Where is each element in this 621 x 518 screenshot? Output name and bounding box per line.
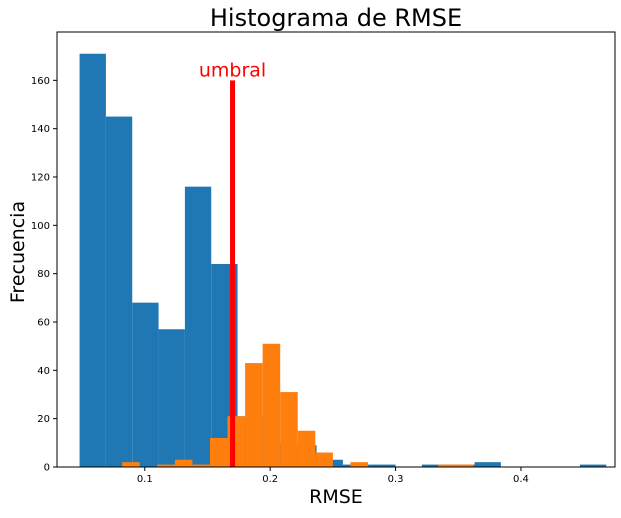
x-tick-label: 0.2 xyxy=(262,474,278,485)
histogram-bar-s1-12 xyxy=(438,464,474,467)
bars-layer xyxy=(79,53,607,468)
x-tick-label: 0.3 xyxy=(388,474,404,485)
histogram-bar-s1-4 xyxy=(209,438,228,467)
y-tick-label: 60 xyxy=(37,318,50,329)
y-tick-label: 40 xyxy=(37,366,50,377)
y-tick-label: 80 xyxy=(37,269,50,280)
histogram-bar-s0-3 xyxy=(158,329,185,467)
x-ticks: 0.1 0.2 0.3 0.4 xyxy=(137,467,529,485)
histogram-bar-s0-0 xyxy=(79,53,106,467)
x-tick-label: 0.4 xyxy=(513,474,529,485)
histogram-bar-s1-1 xyxy=(157,464,175,467)
histogram-bar-s0-2 xyxy=(132,302,159,467)
histogram-bar-s1-9 xyxy=(297,430,316,467)
histogram-bar-s0-11 xyxy=(369,464,396,467)
histogram-bar-s0-1 xyxy=(105,116,133,467)
histogram-bar-s1-7 xyxy=(262,343,281,467)
histogram-bar-s1-2 xyxy=(174,459,193,467)
histogram-bar-s0-12 xyxy=(421,464,449,467)
y-tick-label: 140 xyxy=(31,124,50,135)
histogram-bar-s0-14 xyxy=(474,462,501,467)
threshold-layer: umbral xyxy=(199,59,266,467)
y-tick-label: 0 xyxy=(44,463,50,474)
histogram-bar-s1-10 xyxy=(315,452,333,467)
threshold-label: umbral xyxy=(199,59,266,81)
histogram-bar-s1-11 xyxy=(350,462,368,467)
y-tick-label: 100 xyxy=(31,221,50,232)
histogram-bar-s0-15 xyxy=(579,464,607,467)
plot-frame xyxy=(56,31,616,468)
histogram-bar-s1-8 xyxy=(280,392,298,467)
x-tick-label: 0.1 xyxy=(137,474,153,485)
histogram-bar-s1-6 xyxy=(245,363,263,467)
x-axis-label: RMSE xyxy=(309,486,363,508)
histogram-bar-s1-3 xyxy=(192,464,210,467)
y-tick-label: 160 xyxy=(31,76,50,87)
chart-title: Histograma de RMSE xyxy=(210,4,462,32)
y-ticks: 0 20 40 60 80 100 120 140 160 xyxy=(31,76,57,474)
y-tick-label: 20 xyxy=(37,414,50,425)
histogram-bar-s0-4 xyxy=(184,186,212,468)
y-tick-label: 120 xyxy=(31,173,50,184)
histogram-bar-s1-0 xyxy=(122,462,140,467)
y-axis-label: Frecuencia xyxy=(7,201,29,303)
